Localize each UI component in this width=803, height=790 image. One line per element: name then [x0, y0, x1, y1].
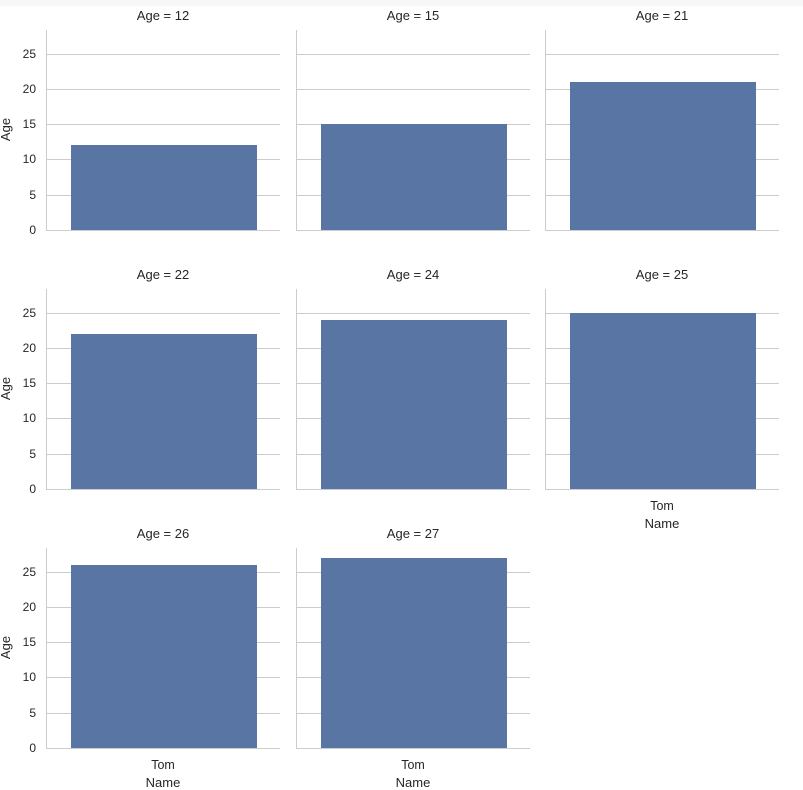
gridline: [47, 53, 280, 55]
x-axis-label: Name: [395, 775, 431, 790]
gridline: [47, 124, 280, 126]
bar: [71, 564, 257, 748]
y-tick-label: 25: [22, 46, 36, 61]
plot-area: [545, 30, 779, 231]
y-tick-label: 15: [22, 635, 36, 650]
panel-title: Age = 22: [136, 267, 190, 282]
y-tick-label: 20: [22, 81, 36, 96]
y-tick-label: 5: [29, 187, 36, 202]
panel-title: Age = 21: [635, 8, 689, 23]
top-strip: [0, 0, 803, 6]
y-axis-label: Age: [0, 117, 14, 142]
y-tick-label: 15: [22, 376, 36, 391]
y-axis-label: Age: [0, 635, 14, 660]
y-tick-label: 10: [22, 670, 36, 685]
plot-area: [296, 289, 530, 490]
bar: [321, 319, 507, 489]
x-tick-label: Tom: [650, 499, 674, 513]
plot-area: [46, 289, 280, 490]
y-tick-label: 20: [22, 599, 36, 614]
x-axis-label: Name: [145, 775, 181, 790]
y-tick-label: 25: [22, 564, 36, 579]
panel-title: Age = 24: [386, 267, 440, 282]
bar: [321, 557, 507, 748]
bar: [321, 124, 507, 230]
y-tick-label: 15: [22, 117, 36, 132]
bar: [570, 312, 756, 489]
gridline: [546, 53, 779, 55]
x-tick-label: Tom: [151, 758, 175, 772]
plot-area: [296, 548, 530, 749]
panel-title: Age = 27: [386, 526, 440, 541]
y-tick-label: 10: [22, 411, 36, 426]
gridline: [47, 312, 280, 314]
plot-area: [46, 30, 280, 231]
y-tick-label: 5: [29, 446, 36, 461]
bar: [570, 81, 756, 230]
panel-title: Age = 12: [136, 8, 190, 23]
y-tick-label: 5: [29, 705, 36, 720]
gridline: [297, 312, 530, 314]
x-tick-label: Tom: [401, 758, 425, 772]
y-tick-label: 0: [29, 223, 36, 237]
gridline: [297, 53, 530, 55]
plot-area: [545, 289, 779, 490]
bar: [71, 145, 257, 230]
y-tick-label: 0: [29, 741, 36, 755]
panel-title: Age = 15: [386, 8, 440, 23]
y-tick-label: 25: [22, 305, 36, 320]
gridline: [47, 88, 280, 90]
panel-title: Age = 25: [635, 267, 689, 282]
y-tick-label: 0: [29, 482, 36, 496]
plot-area: [296, 30, 530, 231]
gridline: [297, 88, 530, 90]
panel-title: Age = 26: [136, 526, 190, 541]
plot-area: [46, 548, 280, 749]
x-axis-label: Name: [644, 516, 680, 531]
y-tick-label: 10: [22, 152, 36, 167]
y-tick-label: 20: [22, 340, 36, 355]
y-axis-label: Age: [0, 376, 14, 401]
bar: [71, 333, 257, 489]
